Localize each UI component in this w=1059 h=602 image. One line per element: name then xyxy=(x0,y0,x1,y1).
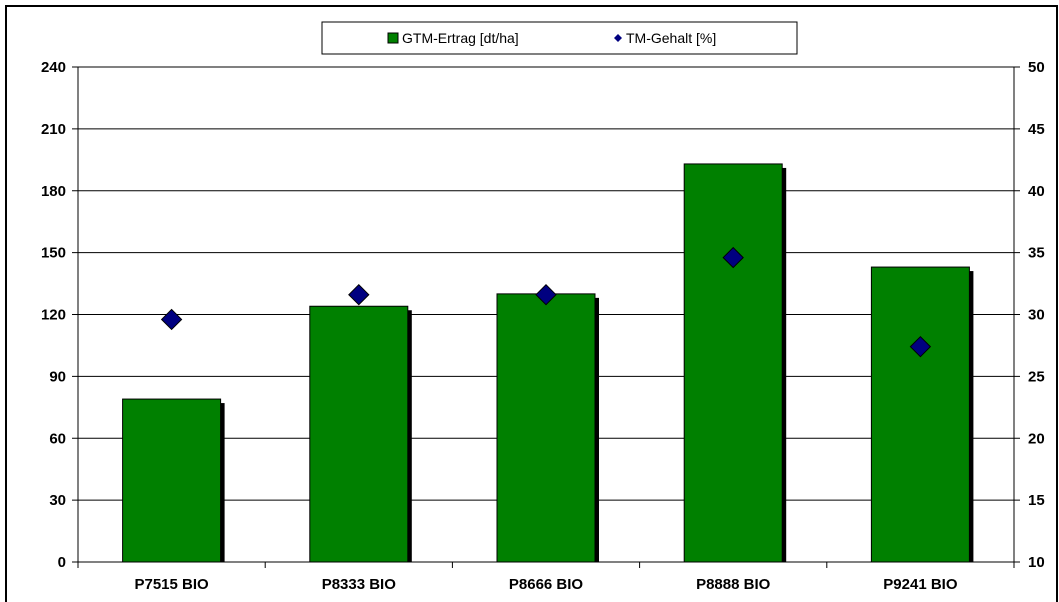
category-label-2: P8666 BIO xyxy=(509,576,584,593)
ytick-label-right-1: 15 xyxy=(1028,492,1045,509)
point-3 xyxy=(722,246,744,269)
legend-label-bar: GTM-Ertrag [dt/ha] xyxy=(402,30,519,46)
ytick-label-right-8: 50 xyxy=(1028,59,1045,76)
bar-1 xyxy=(309,305,409,563)
bar-0 xyxy=(122,398,222,563)
category-label-4: P9241 BIO xyxy=(883,576,958,593)
bar-3 xyxy=(683,163,783,563)
ytick-label-left-8: 240 xyxy=(41,59,66,76)
ytick-label-right-5: 35 xyxy=(1028,245,1045,262)
point-4 xyxy=(909,335,932,358)
ytick-label-left-0: 0 xyxy=(58,554,66,571)
legend-label-point: TM-Gehalt [%] xyxy=(626,30,716,46)
ytick-label-right-2: 20 xyxy=(1028,430,1045,447)
bars xyxy=(122,163,974,563)
ytick-label-left-7: 210 xyxy=(41,121,66,138)
bar-2 xyxy=(496,293,596,563)
axes: 0 30 60 90 120 150 180 210 240 10 15 20 25 30 35 40 45 50… xyxy=(5,5,1058,602)
point-0 xyxy=(160,308,183,331)
ytick-label-right-0: 10 xyxy=(1028,554,1045,571)
bar-4 xyxy=(870,266,970,563)
legend-box xyxy=(321,21,798,55)
ytick-label-left-6: 180 xyxy=(41,183,66,200)
ytick-label-left-3: 90 xyxy=(49,368,66,385)
point-1 xyxy=(348,283,370,306)
ytick-label-left-5: 150 xyxy=(41,245,66,262)
ytick-label-left-2: 60 xyxy=(49,430,66,447)
ytick-label-right-7: 45 xyxy=(1028,121,1045,138)
ytick-label-right-6: 40 xyxy=(1028,183,1045,200)
legend-swatch-point xyxy=(614,34,622,42)
ytick-label-left-1: 30 xyxy=(49,492,66,509)
chart-frame xyxy=(5,5,1058,602)
category-label-0: P7515 BIO xyxy=(134,576,209,593)
points xyxy=(160,246,932,358)
category-label-1: P8333 BIO xyxy=(322,576,397,593)
ytick-label-left-4: 120 xyxy=(41,307,66,324)
legend-swatch-bar xyxy=(387,32,399,44)
ytick-label-right-3: 25 xyxy=(1028,368,1045,385)
point-2 xyxy=(535,283,557,306)
category-label-3: P8888 BIO xyxy=(696,576,771,593)
ytick-label-right-4: 30 xyxy=(1028,307,1045,324)
legend: GTM-Ertrag [dt/ha] TM-Gehalt [%] xyxy=(321,21,798,55)
